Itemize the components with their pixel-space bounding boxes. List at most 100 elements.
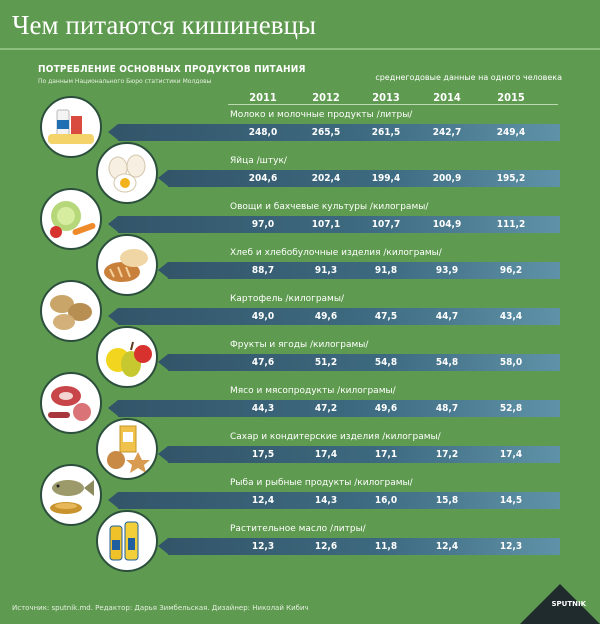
fruits-icon [96,326,158,388]
value-cell: 93,9 [435,265,459,276]
value-cell: 249,4 [496,127,526,138]
year-divider [228,104,558,105]
row-band-arrow [158,538,168,554]
value-cell: 52,8 [499,403,523,414]
value-cell: 14,5 [499,495,523,506]
row-band [168,446,560,463]
value-cell: 51,2 [314,357,338,368]
value-cell: 48,7 [435,403,459,414]
value-cell: 248,0 [248,127,278,138]
table-row: Хлеб и хлебобулочные изделия /килограмы/… [0,234,600,296]
value-cell: 91,8 [374,265,398,276]
year-label-1: 2012 [312,91,340,104]
row-band-arrow [108,400,118,416]
table-row: Мясо и мясопродукты /килограмы/44,3 47,2 4… [0,372,600,434]
category-label: Яйца /штук/ [230,156,287,166]
row-band [118,400,560,417]
value-cell: 44,3 [251,403,275,414]
row-band-arrow [158,446,168,462]
value-cell: 54,8 [435,357,459,368]
value-cell: 12,4 [435,541,459,552]
category-label: Молоко и молочные продукты /литры/ [230,110,413,120]
value-cell: 11,8 [374,541,398,552]
value-cell: 58,0 [499,357,523,368]
value-cell: 43,4 [499,311,523,322]
row-band [118,492,560,509]
value-cell: 47,2 [314,403,338,414]
value-cell: 200,9 [432,173,462,184]
credits: Источник: sputnik.md. Редактор: Дарья Зи… [12,604,309,612]
value-cell: 17,5 [251,449,275,460]
chart-subtitle: ПОТРЕБЛЕНИЕ ОСНОВНЫХ ПРОДУКТОВ ПИТАНИЯ [38,64,306,75]
table-row: Картофель /килограмы/49,0 49,6 47,5 44,7 43,… [0,280,600,342]
row-band-arrow [108,216,118,232]
value-cell: 17,1 [374,449,398,460]
logo-text: SPUTNIK [551,600,586,608]
row-band [168,170,560,187]
row-band [118,124,560,141]
value-cell: 16,0 [374,495,398,506]
value-cell: 14,3 [314,495,338,506]
table-row: Растительное масло /литры/12,3 12,6 11,8 12… [0,510,600,572]
category-label: Растительное масло /литры/ [230,524,366,534]
value-cell: 49,0 [251,311,275,322]
row-band [168,538,560,555]
value-cell: 49,6 [374,403,398,414]
table-row: Рыба и рыбные продукты /килограмы/12,4 14… [0,464,600,526]
row-band [118,308,560,325]
value-cell: 12,3 [499,541,523,552]
value-cell: 204,6 [248,173,278,184]
sugar-icon [96,418,158,480]
row-band-arrow [158,262,168,278]
row-band [168,262,560,279]
table-row: Яйца /штук/204,6 202,4 199,4 200,9 195,2 [0,142,600,204]
value-cell: 91,3 [314,265,338,276]
category-label: Хлеб и хлебобулочные изделия /килограмы/ [230,248,442,258]
category-label: Фрукты и ягоды /килограмы/ [230,340,369,350]
table-row: Сахар и кондитерские изделия /килограмы/… [0,418,600,480]
category-label: Сахар и кондитерские изделия /килограмы/ [230,432,441,442]
value-cell: 107,1 [311,219,341,230]
value-cell: 242,7 [432,127,462,138]
value-cell: 54,8 [374,357,398,368]
value-cell: 96,2 [499,265,523,276]
value-cell: 107,7 [371,219,401,230]
per-capita-note: среднегодовые данные на одного человека [375,73,562,82]
value-cell: 47,6 [251,357,275,368]
row-band [168,354,560,371]
value-cell: 261,5 [371,127,401,138]
row-band [118,216,560,233]
year-label-0: 2011 [249,91,277,104]
value-cell: 202,4 [311,173,341,184]
row-band-arrow [108,492,118,508]
value-cell: 88,7 [251,265,275,276]
year-label-3: 2014 [433,91,461,104]
category-label: Картофель /килограмы/ [230,294,344,304]
value-cell: 17,2 [435,449,459,460]
year-label-2: 2013 [372,91,400,104]
value-cell: 97,0 [251,219,275,230]
year-label-4: 2015 [497,91,525,104]
value-cell: 12,4 [251,495,275,506]
title-divider [0,48,600,50]
row-band-arrow [108,124,118,140]
meat-icon [40,372,102,434]
value-cell: 104,9 [432,219,462,230]
value-cell: 17,4 [314,449,338,460]
fish-icon [40,464,102,526]
value-cell: 44,7 [435,311,459,322]
bread-icon [96,234,158,296]
value-cell: 15,8 [435,495,459,506]
row-band-arrow [108,308,118,324]
potatoes-icon [40,280,102,342]
value-cell: 195,2 [496,173,526,184]
table-row: Молоко и молочные продукты /литры/248,0 2… [0,96,600,158]
page-title: Чем питаются кишиневцы [12,10,317,40]
table-row: Фрукты и ягоды /килограмы/47,6 51,2 54,8 54… [0,326,600,388]
oil-icon [96,510,158,572]
category-label: Овощи и бахчевые культуры /килограмы/ [230,202,429,212]
value-cell: 111,2 [496,219,526,230]
eggs-icon [96,142,158,204]
value-cell: 265,5 [311,127,341,138]
value-cell: 49,6 [314,311,338,322]
